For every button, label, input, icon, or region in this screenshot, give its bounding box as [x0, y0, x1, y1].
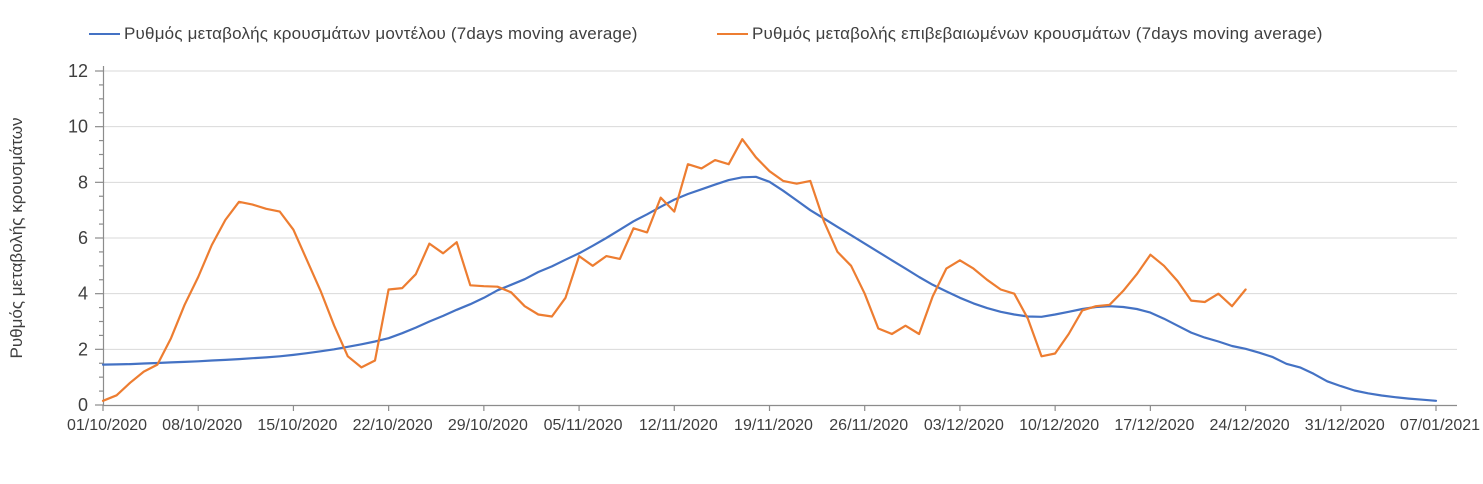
series-line-model: [101, 175, 1438, 402]
x-tick-label: 08/10/2020: [162, 417, 242, 434]
x-tick-label: 01/10/2020: [67, 417, 147, 434]
x-tick-label: 26/11/2020: [829, 417, 908, 434]
x-tick-label: 15/10/2020: [257, 417, 337, 434]
x-tick-label: 07/01/2021: [1400, 417, 1480, 434]
y-tick-label: 0: [78, 395, 88, 415]
x-tick-label: 12/11/2020: [639, 417, 718, 434]
y-tick-label: 6: [78, 228, 88, 248]
x-tick-label: 29/10/2020: [448, 417, 528, 434]
legend-item-confirmed-series: Ρυθμός μεταβολής επιβεβαιωμένων κρουσμάτ…: [717, 24, 1323, 44]
y-tick-label: 4: [78, 284, 88, 304]
y-tick-label: 2: [78, 339, 88, 359]
x-tick-label: 19/11/2020: [734, 417, 813, 434]
legend-label-confirmed-series: Ρυθμός μεταβολής επιβεβαιωμένων κρουσμάτ…: [752, 24, 1323, 43]
x-tick-label: 05/11/2020: [544, 417, 623, 434]
legend-item-model-series: Ρυθμός μεταβολής κρουσμάτων μοντέλου (7d…: [89, 24, 638, 44]
x-tick-label: 10/12/2020: [1019, 417, 1099, 434]
y-tick-label: 12: [68, 61, 88, 81]
x-tick-label: 31/12/2020: [1305, 417, 1385, 434]
x-tick-label: 22/10/2020: [353, 417, 433, 434]
legend-line-marker-orange: [717, 33, 748, 35]
legend-label-model-series: Ρυθμός μεταβολής κρουσμάτων μοντέλου (7d…: [124, 24, 638, 43]
y-tick-label: 8: [78, 172, 88, 192]
x-tick-label: 03/12/2020: [924, 417, 1004, 434]
legend-line-marker-blue: [89, 33, 120, 35]
series-line-confirmed: [101, 138, 1247, 402]
x-tick-label: 24/12/2020: [1210, 417, 1290, 434]
x-tick-label: 17/12/2020: [1114, 417, 1194, 434]
y-tick-label: 10: [68, 117, 88, 137]
